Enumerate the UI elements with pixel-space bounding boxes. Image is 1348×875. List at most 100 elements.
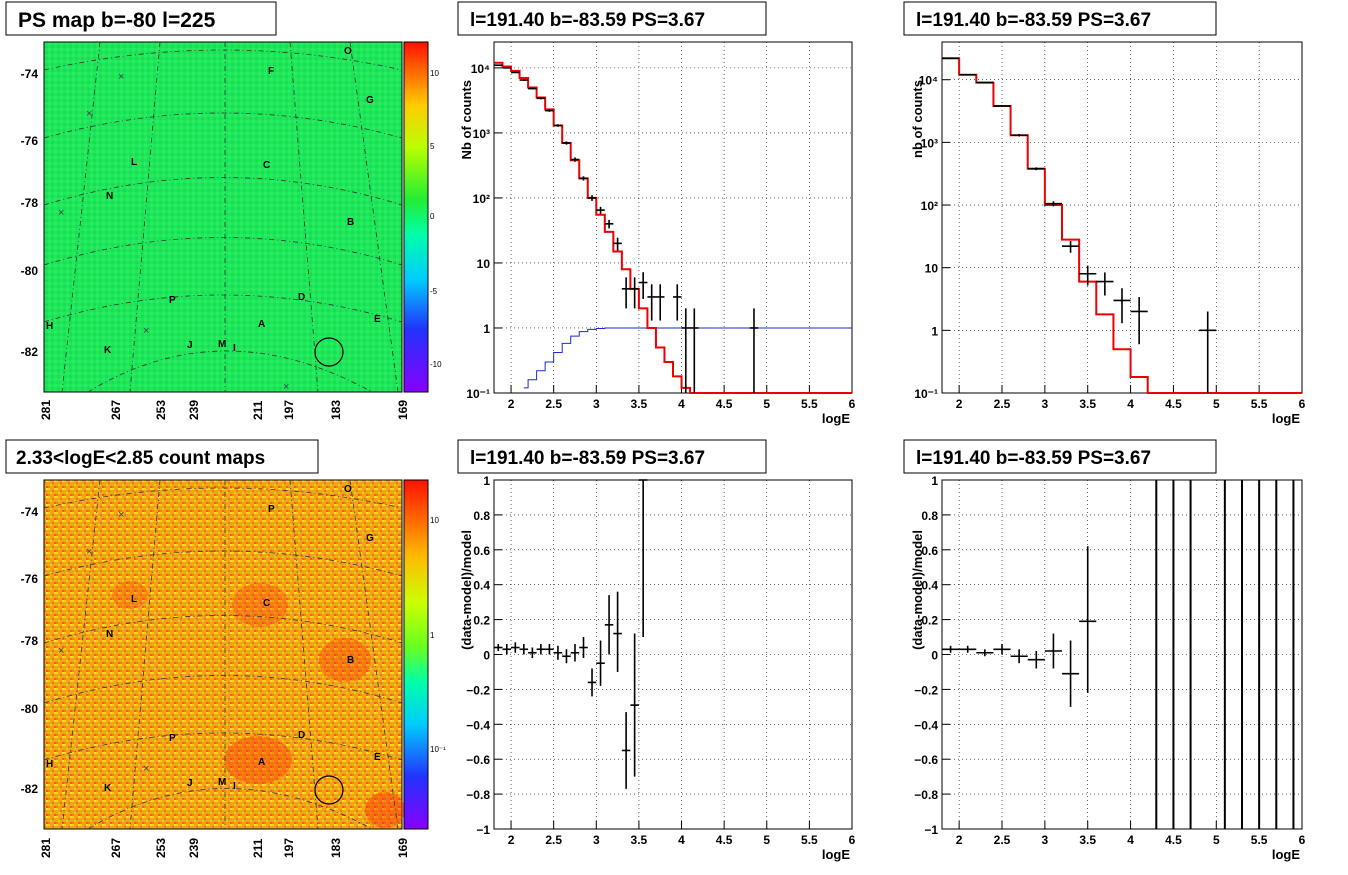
x-tick-label: 4.5 bbox=[1165, 397, 1182, 411]
y-tick-label: 0 bbox=[483, 649, 490, 663]
y-tick-label: −0.6 bbox=[466, 753, 490, 767]
y-tick-label: 0.6 bbox=[921, 544, 938, 558]
ps-map-colorbar-ticks: 10 5 0 -5 -10 bbox=[430, 69, 442, 369]
ps-map-plot[interactable] bbox=[43, 41, 403, 393]
x-tick: 281 bbox=[39, 838, 53, 858]
y-tick-label: −0.2 bbox=[914, 683, 938, 697]
chart-title-box bbox=[903, 1, 1217, 36]
source-label: A bbox=[258, 319, 265, 330]
x-tick-label: 4 bbox=[678, 397, 685, 411]
chart-title: l=191.40 b=-83.59 PS=3.67 bbox=[916, 448, 1151, 469]
cross-marker: × bbox=[118, 71, 124, 83]
x-tick: 253 bbox=[154, 400, 168, 420]
y-tick: -76 bbox=[21, 134, 39, 148]
chart-title-box bbox=[457, 439, 767, 474]
source-label: F bbox=[268, 66, 274, 77]
y-tick-label: −0.8 bbox=[466, 788, 490, 802]
count-map-colorbar-ticks: 10 1 10⁻¹ bbox=[430, 516, 446, 754]
source-label: G bbox=[366, 95, 374, 106]
cross-marker: × bbox=[118, 509, 124, 521]
source-label: B bbox=[347, 655, 354, 666]
colorbar-tick: 0 bbox=[430, 212, 435, 221]
x-tick-label: 4 bbox=[1127, 397, 1134, 411]
x-tick-label: 6 bbox=[1299, 833, 1306, 847]
source-label: P bbox=[268, 504, 275, 515]
y-tick-label: 0.6 bbox=[473, 544, 490, 558]
x-tick-label: 2.5 bbox=[994, 397, 1011, 411]
x-tick-label: 6 bbox=[1299, 397, 1306, 411]
x-tick-label: 2.5 bbox=[545, 833, 562, 847]
colorbar-tick: 10 bbox=[430, 516, 439, 525]
ps-map-panel: PS map b=-80 l=225 -74 -76 -78 -80 -82 2… bbox=[5, 1, 442, 420]
source-label: I bbox=[233, 343, 236, 354]
count-map-colorbar bbox=[403, 479, 429, 830]
source-label: I bbox=[233, 781, 236, 792]
y-tick-label: 10³ bbox=[473, 127, 490, 141]
source-label: D bbox=[298, 292, 305, 303]
x-tick: 211 bbox=[251, 838, 265, 858]
ps-map-grid bbox=[43, 41, 403, 393]
x-tick: 169 bbox=[396, 400, 410, 420]
count-map-y-axis: -74 -76 -78 -80 -82 bbox=[21, 505, 39, 796]
cross-marker: × bbox=[58, 207, 64, 219]
count-map-grid bbox=[43, 479, 403, 830]
source-label: D bbox=[298, 730, 305, 741]
x-axis-label: logE bbox=[1272, 847, 1300, 862]
y-tick-label: 1 bbox=[483, 474, 490, 488]
y-axis-label: (data-model)/model bbox=[910, 530, 925, 650]
source-label: O bbox=[344, 46, 352, 57]
ps-map-x-axis: 281 267 253 239 211 197 183 169 bbox=[39, 400, 410, 420]
x-tick: 267 bbox=[109, 838, 123, 858]
y-tick-label: 0.2 bbox=[473, 614, 490, 628]
x-tick-label: 4.5 bbox=[1165, 833, 1182, 847]
x-tick: 211 bbox=[251, 400, 265, 420]
source-label: L bbox=[131, 157, 137, 168]
x-tick-label: 5 bbox=[763, 397, 770, 411]
chart-title-box bbox=[457, 1, 767, 36]
y-axis-label: Nb of counts bbox=[459, 80, 474, 159]
ps-map-sources: O F G L C N B P D H A E K J M I × × × × … bbox=[46, 46, 381, 393]
y-tick-label: 0.8 bbox=[473, 509, 490, 523]
source-label: N bbox=[106, 629, 113, 640]
ps-map-colorbar bbox=[403, 41, 429, 393]
y-tick: -80 bbox=[21, 264, 39, 278]
source-label: P bbox=[169, 733, 176, 744]
y-tick: -78 bbox=[21, 196, 39, 210]
cross-marker: × bbox=[143, 763, 149, 775]
plot-frame bbox=[493, 41, 853, 394]
residual-chart-right[interactable]: l=191.40 b=-83.59 PS=3.67 2 2.5 3 3.5 4 4.5 5 5.… bbox=[903, 439, 1306, 862]
y-tick-label: −1 bbox=[924, 823, 938, 837]
y-tick-label: 10⁴ bbox=[471, 62, 490, 76]
source-label: P bbox=[169, 295, 176, 306]
x-tick-label: 5.5 bbox=[801, 833, 818, 847]
source-label: J bbox=[187, 340, 193, 351]
y-tick: -82 bbox=[21, 345, 39, 359]
y-tick-label: 1 bbox=[931, 474, 938, 488]
y-tick-label: 0.4 bbox=[473, 579, 490, 593]
chart-title: l=191.40 b=-83.59 PS=3.67 bbox=[916, 10, 1151, 31]
x-tick-label: 3 bbox=[593, 397, 600, 411]
y-tick-label: 10⁻¹ bbox=[914, 387, 938, 401]
x-tick-label: 5 bbox=[1213, 397, 1220, 411]
x-tick: 281 bbox=[39, 400, 53, 420]
chart-title: l=191.40 b=-83.59 PS=3.67 bbox=[470, 448, 705, 469]
y-tick-label: 0.8 bbox=[921, 509, 938, 523]
plot-frame bbox=[493, 479, 853, 830]
x-tick-label: 2.5 bbox=[994, 833, 1011, 847]
cross-marker: × bbox=[58, 645, 64, 657]
y-tick-label: 10 bbox=[477, 257, 491, 271]
residual-chart-left[interactable]: l=191.40 b=-83.59 PS=3.67 2 2.5 3 3.5 4 4.5 5 5.… bbox=[457, 439, 856, 862]
ps-map-title-box bbox=[5, 1, 277, 36]
count-map-plot[interactable] bbox=[43, 479, 403, 830]
x-tick-label: 6 bbox=[849, 397, 856, 411]
x-tick-label: 2 bbox=[508, 833, 515, 847]
y-tick-label: −0.4 bbox=[466, 718, 490, 732]
source-label: E bbox=[374, 752, 381, 763]
spectrum-chart-right[interactable]: l=191.40 b=-83.59 PS=3.67 2 2.5 3 3.5 4 4.5 5 5.… bbox=[903, 1, 1306, 426]
source-label: H bbox=[46, 759, 53, 770]
x-tick-label: 2.5 bbox=[545, 397, 562, 411]
y-tick: -74 bbox=[21, 67, 39, 81]
x-tick-label: 6 bbox=[849, 833, 856, 847]
x-tick-label: 3.5 bbox=[1079, 397, 1096, 411]
spectrum-chart-left[interactable]: l=191.40 b=-83.59 PS=3.67 2 2.5 3 3.5 4 4.5 5 5.… bbox=[457, 1, 856, 426]
